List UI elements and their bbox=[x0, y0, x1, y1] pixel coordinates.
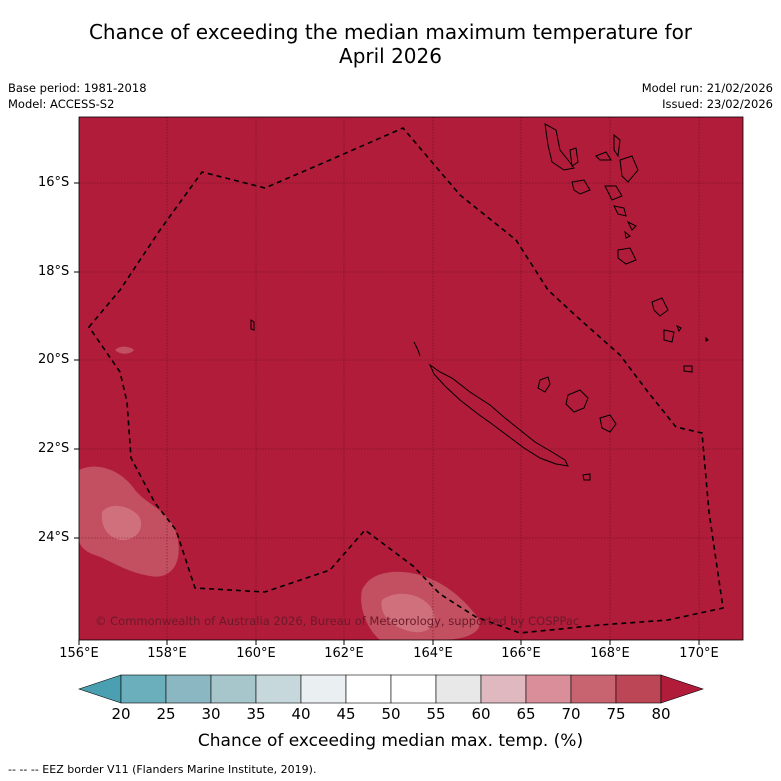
lon-label-158e: 158°E bbox=[147, 646, 187, 661]
lat-label-20s: 20°S bbox=[38, 352, 70, 367]
colorbar-tick-40: 40 bbox=[291, 705, 311, 723]
colorbar-extend-high bbox=[660, 674, 704, 704]
issued-date: Issued: 23/02/2026 bbox=[662, 97, 773, 111]
colorbar-bin-30-35 bbox=[210, 674, 257, 704]
mare-island bbox=[599, 414, 617, 433]
colorbar-tick-25: 25 bbox=[156, 705, 176, 723]
colorbar-bin-55-60 bbox=[435, 674, 482, 704]
lat-label-18s: 18°S bbox=[38, 264, 70, 279]
lon-label-166e: 166°E bbox=[501, 646, 541, 661]
map-frame bbox=[78, 116, 744, 641]
x-tick-marks bbox=[78, 640, 700, 645]
colorbar-tick-35: 35 bbox=[246, 705, 266, 723]
lon-label-164e: 164°E bbox=[413, 646, 453, 661]
colorbar-label: Chance of exceeding median max. temp. (%… bbox=[197, 731, 584, 751]
colorbar-tick-30: 30 bbox=[201, 705, 221, 723]
vanuatu-coastline bbox=[544, 123, 709, 373]
map-background bbox=[79, 117, 743, 640]
colorbar-extend-low bbox=[78, 674, 122, 704]
title-line-2: April 2026 bbox=[339, 44, 442, 68]
colorbar-tick-75: 75 bbox=[606, 705, 626, 723]
meta-left: Base period: 1981-2018 Model: ACCESS-S2 bbox=[8, 80, 147, 112]
isle-of-pines bbox=[582, 473, 591, 481]
probability-patch-west-core bbox=[101, 505, 142, 541]
colorbar-bin-50-55 bbox=[390, 674, 437, 704]
lon-label-168e: 168°E bbox=[590, 646, 630, 661]
lon-label-170e: 170°E bbox=[679, 646, 719, 661]
colorbar-bin-35-40 bbox=[255, 674, 302, 704]
lon-label-160e: 160°E bbox=[236, 646, 276, 661]
rennell-island bbox=[250, 319, 255, 331]
colorbar-tick-65: 65 bbox=[516, 705, 536, 723]
probability-patch-small bbox=[115, 346, 134, 354]
colorbar-bin-25-30 bbox=[165, 674, 212, 704]
colorbar-bin-60-65 bbox=[480, 674, 527, 704]
new-caledonia-coastline bbox=[428, 363, 569, 467]
y-tick-marks bbox=[74, 182, 79, 539]
base-period: Base period: 1981-2018 bbox=[8, 81, 147, 95]
meta-right: Model run: 21/02/2026 Issued: 23/02/2026 bbox=[642, 80, 773, 112]
colorbar bbox=[78, 674, 704, 704]
colorbar-bin-40-45 bbox=[300, 674, 347, 704]
lifou-island bbox=[565, 389, 589, 413]
lon-label-162e: 162°E bbox=[324, 646, 364, 661]
belep-islets bbox=[413, 341, 421, 357]
lat-label-22s: 22°S bbox=[38, 441, 70, 456]
ouvea-island bbox=[537, 376, 551, 393]
colorbar-bin-75-80 bbox=[615, 674, 662, 704]
lat-label-24s: 24°S bbox=[38, 530, 70, 545]
map-title: Chance of exceeding the median maximum t… bbox=[0, 20, 781, 68]
colorbar-bin-20-25 bbox=[120, 674, 167, 704]
lat-label-16s: 16°S bbox=[38, 175, 70, 190]
title-line-1: Chance of exceeding the median maximum t… bbox=[88, 20, 693, 44]
model-name: Model: ACCESS-S2 bbox=[8, 97, 115, 111]
colorbar-tick-50: 50 bbox=[381, 705, 401, 723]
colorbar-bin-70-75 bbox=[570, 674, 617, 704]
colorbar-tick-60: 60 bbox=[471, 705, 491, 723]
eez-border bbox=[87, 127, 724, 634]
colorbar-bin-45-50 bbox=[345, 674, 392, 704]
copyright-notice: © Commonwealth of Australia 2026, Bureau… bbox=[95, 614, 580, 628]
model-run: Model run: 21/02/2026 bbox=[641, 81, 773, 95]
probability-patch-south-core bbox=[381, 593, 435, 633]
colorbar-tick-80: 80 bbox=[651, 705, 671, 723]
gridlines bbox=[79, 117, 743, 640]
lon-label-156e: 156°E bbox=[59, 646, 99, 661]
colorbar-tick-45: 45 bbox=[336, 705, 356, 723]
colorbar-bin-65-70 bbox=[525, 674, 572, 704]
colorbar-tick-55: 55 bbox=[426, 705, 446, 723]
colorbar-tick-20: 20 bbox=[111, 705, 131, 723]
colorbar-tick-70: 70 bbox=[561, 705, 581, 723]
eez-footnote: -- -- -- EEZ border V11 (Flanders Marine… bbox=[8, 763, 317, 776]
